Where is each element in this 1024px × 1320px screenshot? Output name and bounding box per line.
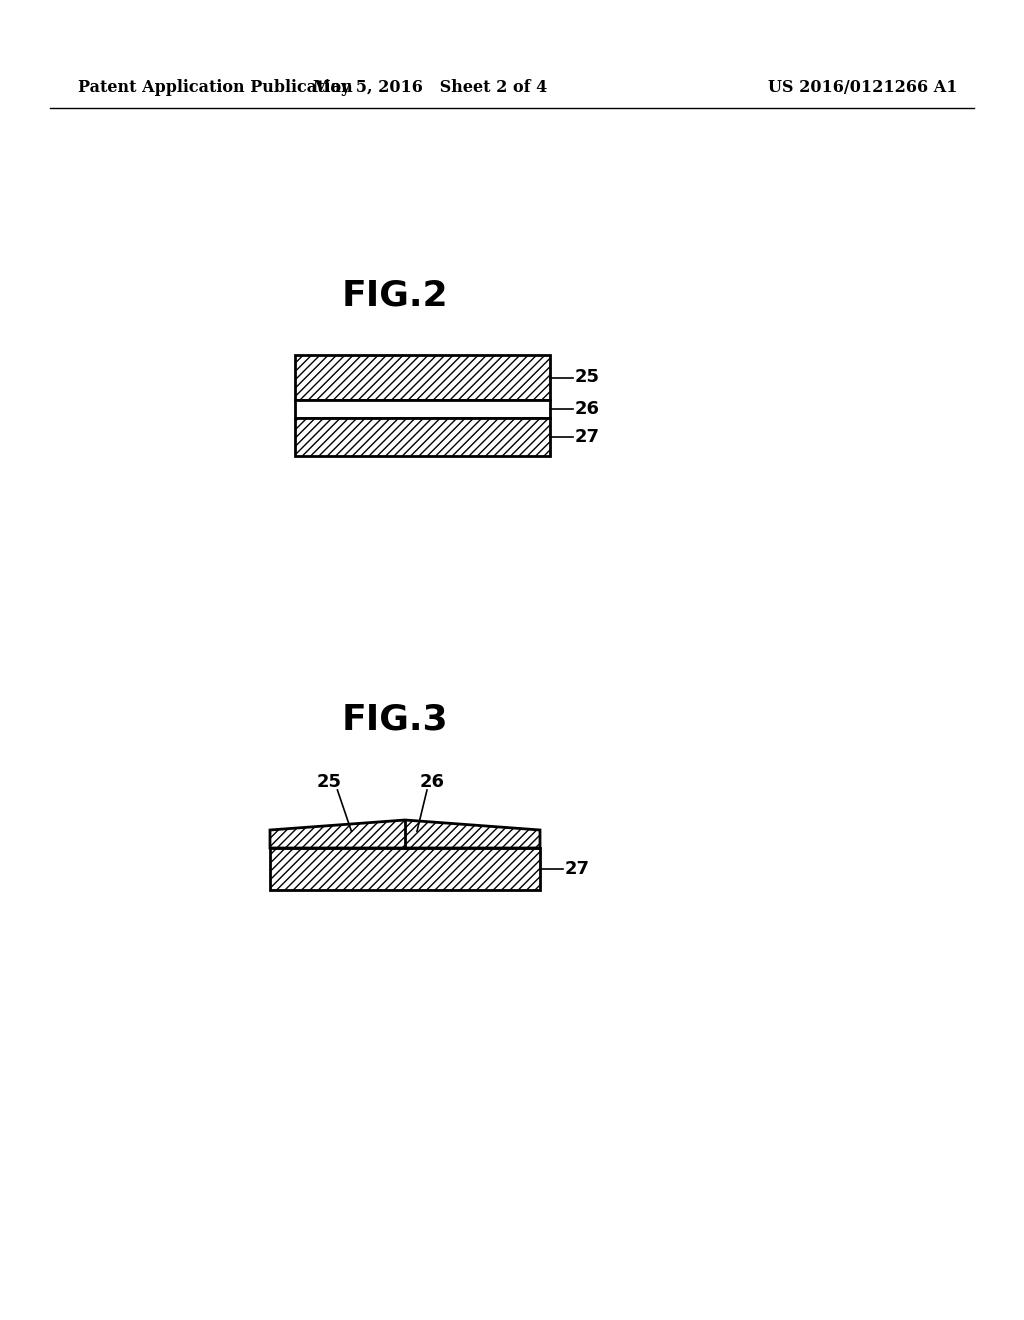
Bar xyxy=(295,355,550,400)
Bar xyxy=(270,847,540,890)
Text: 25: 25 xyxy=(316,774,342,791)
Bar xyxy=(295,400,550,418)
Polygon shape xyxy=(270,820,540,847)
Text: Patent Application Publication: Patent Application Publication xyxy=(78,79,352,96)
Text: 26: 26 xyxy=(575,400,600,418)
Text: FIG.3: FIG.3 xyxy=(342,704,449,737)
Text: 25: 25 xyxy=(575,368,600,387)
Bar xyxy=(295,418,550,455)
Text: 26: 26 xyxy=(420,774,444,791)
Text: May 5, 2016   Sheet 2 of 4: May 5, 2016 Sheet 2 of 4 xyxy=(313,79,547,96)
Text: US 2016/0121266 A1: US 2016/0121266 A1 xyxy=(768,79,957,96)
Text: 27: 27 xyxy=(575,428,600,446)
Text: 27: 27 xyxy=(565,861,590,878)
Text: FIG.2: FIG.2 xyxy=(342,279,449,312)
